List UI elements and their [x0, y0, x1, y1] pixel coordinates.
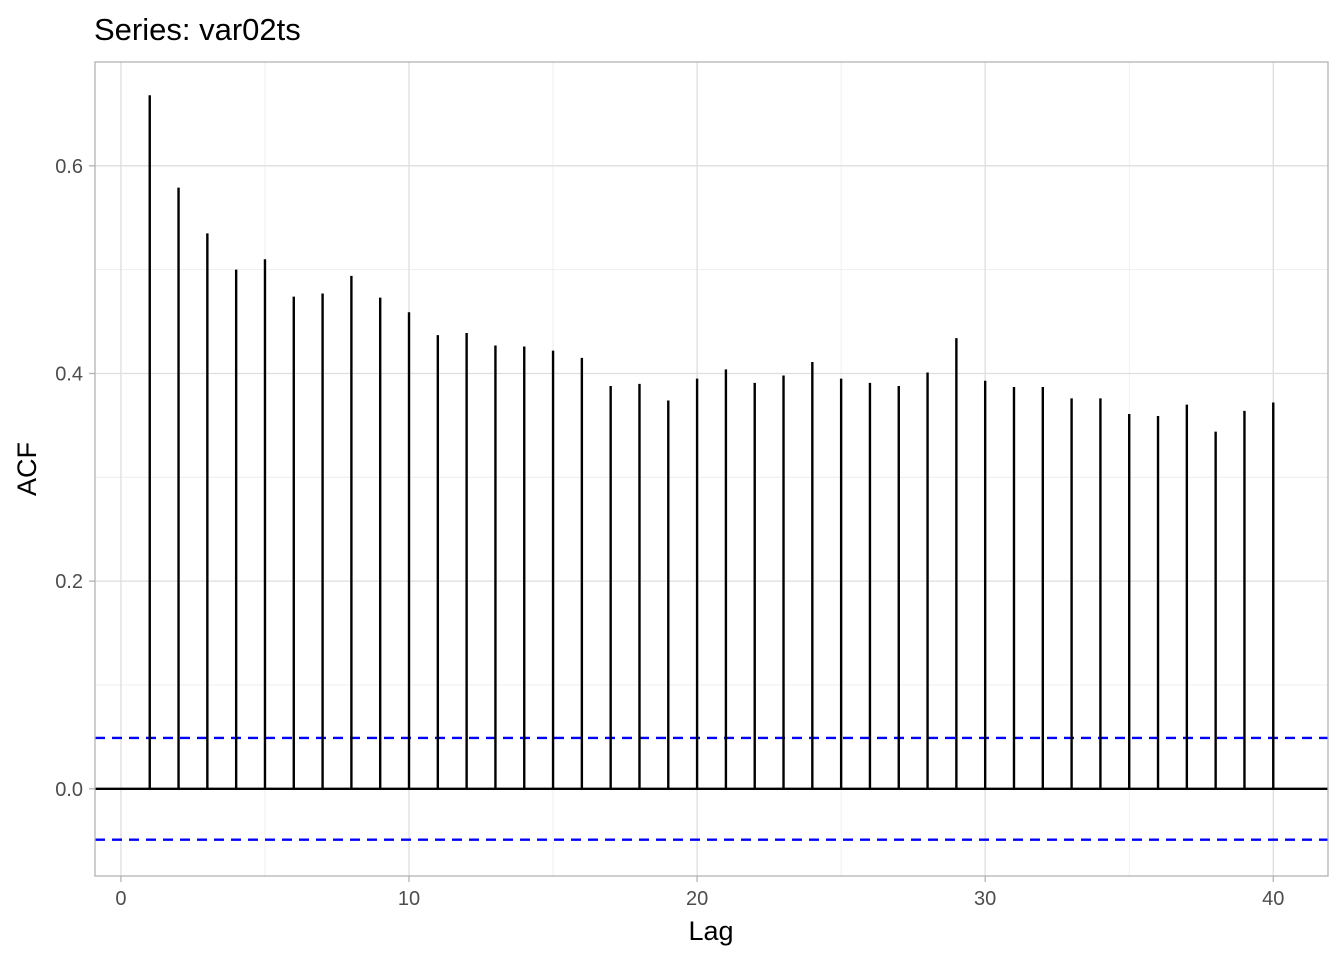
- x-axis-title: Lag: [688, 916, 733, 946]
- chart-title: Series: var02ts: [94, 12, 301, 47]
- y-axis-title: ACF: [12, 442, 42, 496]
- panel-border: [94, 61, 1329, 877]
- y-tick-label: 0.0: [55, 779, 83, 801]
- y-tick-label: 0.2: [55, 571, 83, 593]
- x-tick-label: 30: [974, 888, 996, 910]
- y-tick-label: 0.4: [55, 363, 83, 385]
- axis-ticks: 0 10 20 30 40 0.0 0.2 0.4 0.6: [55, 156, 1284, 910]
- y-tick-label: 0.6: [55, 156, 83, 178]
- x-tick-label: 10: [398, 888, 420, 910]
- grid: [95, 61, 1328, 876]
- x-tick-label: 0: [115, 888, 126, 910]
- acf-spikes: [148, 95, 1275, 789]
- x-tick-label: 20: [686, 888, 708, 910]
- confidence-bounds: [95, 736, 1328, 841]
- x-tick-label: 40: [1262, 888, 1284, 910]
